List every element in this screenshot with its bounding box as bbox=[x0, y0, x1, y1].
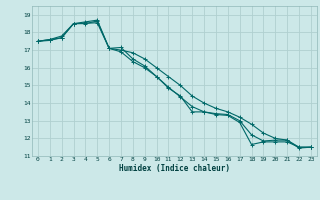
X-axis label: Humidex (Indice chaleur): Humidex (Indice chaleur) bbox=[119, 164, 230, 173]
